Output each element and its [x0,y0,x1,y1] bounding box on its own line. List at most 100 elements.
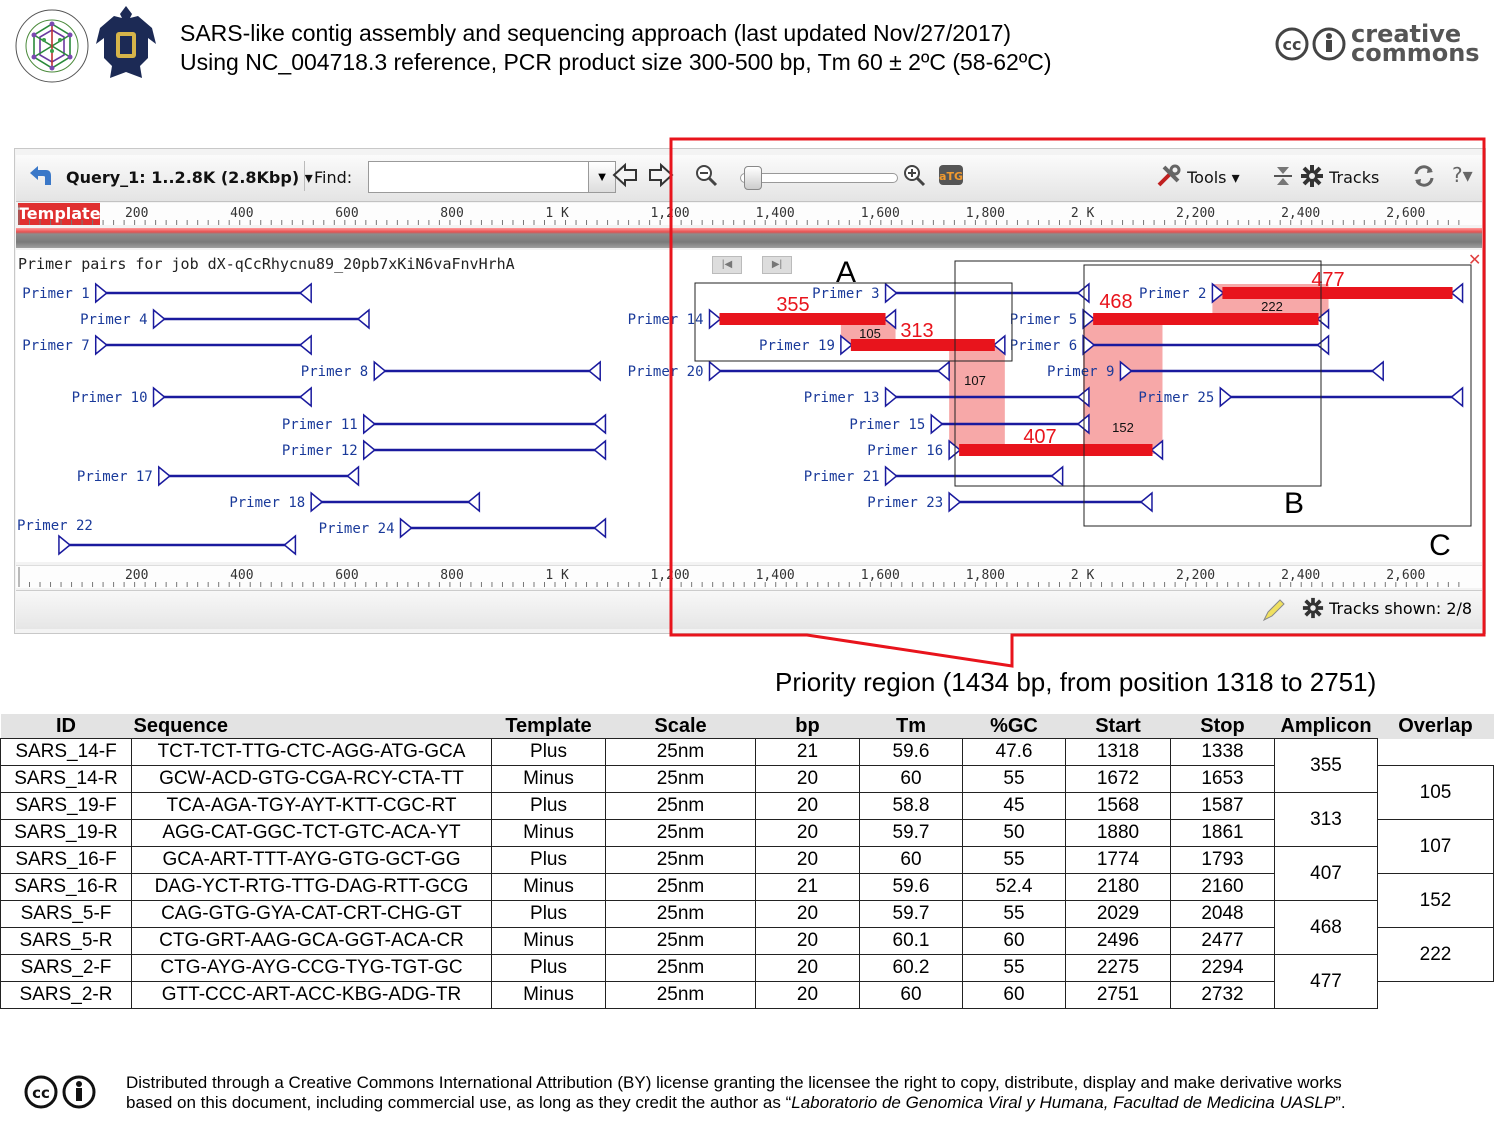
table-cell: 20 [755,819,860,847]
help-icon[interactable]: ?▾ [1452,163,1473,187]
forward-primer-marker [708,360,722,382]
priority-region-caption: Priority region (1434 bp, from position … [775,667,1377,697]
table-cell: Plus [491,846,606,874]
ruler-tick-label: 800 [440,206,463,221]
forward-primer-marker [708,308,722,330]
zoom-in-icon[interactable] [902,163,926,191]
table-row: SARS_14-R GCW-ACD-GTG-CGA-RCY-CTA-TT Minus… [0,765,1494,820]
table-cell: SARS_2-R [0,981,132,1009]
reverse-primer-marker [593,517,607,539]
table-cell: 1568 [1065,792,1171,820]
table-cell: 20 [755,927,860,955]
table-cell: 59.6 [859,873,963,901]
primer-label: Primer 22 [17,518,93,534]
collapse-icon[interactable] [1272,164,1294,192]
primer-label: Primer 7 [22,338,89,354]
primer-label: Primer 18 [229,495,305,511]
forward-primer-marker [930,413,944,435]
table-cell: GCW-ACD-GTG-CGA-RCY-CTA-TT [131,765,492,793]
region-box-label: B [1284,487,1304,520]
table-cell: 25nm [605,738,756,766]
scroll-first-icon[interactable]: |◀ [712,256,742,274]
table-cell: 2160 [1170,873,1275,901]
ruler-tick-label: 1,800 [966,206,1005,221]
reverse-primer-marker [1450,386,1464,408]
primer-label: Primer 17 [77,469,153,485]
table-cell: SARS_14-R [0,765,132,793]
col-header: Stop [1170,714,1275,739]
table-header-row: ID Sequence Template Scale bp Tm %GC Sta… [0,714,1494,739]
back-arrow-icon[interactable] [24,163,52,193]
query-selector[interactable]: Query_1: 1..2.8K (2.8Kbp) ▾ [66,168,313,187]
tracks-menu[interactable]: Tracks [1300,164,1379,188]
highlight-pen-icon[interactable] [1260,596,1288,629]
col-header: Start [1065,714,1171,739]
primer-label: Primer 6 [1010,338,1077,354]
forward-primer-marker [362,413,376,435]
table-cell: 58.8 [859,792,963,820]
table-cell: 52.4 [962,873,1066,901]
zoom-slider-track[interactable] [740,173,898,183]
table-cell: 25nm [605,981,756,1009]
table-cell: 60 [859,981,963,1009]
overlap-cell: 152 [1377,873,1494,928]
lab-logo [14,6,90,90]
table-cell: 1774 [1065,846,1171,874]
amplicon-length-label: 468 [1099,291,1132,313]
template-label: Template [18,203,101,225]
sequence-atg-icon[interactable]: aTG [938,164,964,190]
tracks-shown[interactable]: Tracks shown: 2/8 [1302,597,1472,619]
table-cell: 25nm [605,873,756,901]
table-cell: 20 [755,846,860,874]
left-arrow-icon[interactable] [612,162,638,192]
overlap-empty-cell [1377,738,1494,766]
zoom-slider-handle[interactable] [744,166,762,190]
priority-region-callout [669,137,1486,668]
forward-primer-marker [884,386,898,408]
forward-primer-marker [94,334,108,356]
bottom-ruler [16,565,1482,588]
overlap-length-label: 222 [1261,299,1283,314]
find-input[interactable] [368,161,596,193]
zoom-out-icon[interactable] [694,163,718,191]
primer-label: Primer 1 [22,286,89,302]
tools-menu[interactable]: Tools ▾ [1156,164,1240,188]
primer-label: Primer 12 [282,443,358,459]
table-cell: SARS_2-F [0,954,132,982]
amplicon-bar [1093,313,1319,325]
viewer-bottom-bar: Tracks shown: 2/8 [16,590,1482,629]
table-cell: 2275 [1065,954,1171,982]
cc-logo-word2: commons [1351,39,1480,67]
col-header: bp [755,714,860,739]
region-box [694,282,1013,362]
top-ruler [100,203,1482,225]
table-cell: 2048 [1170,900,1275,928]
table-cell: 21 [755,738,860,766]
forward-primer-marker [840,334,854,356]
primer-label: Primer 21 [804,469,880,485]
primer-label: Primer 10 [72,390,148,406]
region-box-label: A [836,256,856,289]
reverse-primer-marker [936,360,950,382]
refresh-icon[interactable] [1412,164,1436,192]
reverse-primer-marker [1050,465,1064,487]
table-cell: AGG-CAT-GGC-TCT-GTC-ACA-YT [131,819,492,847]
scroll-last-icon[interactable]: ▶| [762,256,792,274]
svg-text:aTG: aTG [939,170,963,183]
right-arrow-icon[interactable] [648,162,674,192]
reverse-primer-marker [298,282,312,304]
table-cell: 50 [962,819,1066,847]
forward-primer-marker [373,360,387,382]
table-cell: 20 [755,900,860,928]
col-header: ID [0,714,132,739]
reverse-primer-marker [588,360,601,382]
forward-primer-marker [1082,334,1096,356]
reverse-primer-marker [1076,413,1090,435]
region-box [954,260,1322,487]
table-cell: 1653 [1170,765,1275,793]
find-dropdown-chevron-down-icon[interactable]: ▼ [588,161,616,193]
svg-text:cc: cc [32,1084,50,1102]
reverse-primer-marker [298,334,312,356]
table-cell: 2180 [1065,873,1171,901]
primer-label: Primer 11 [282,417,358,433]
